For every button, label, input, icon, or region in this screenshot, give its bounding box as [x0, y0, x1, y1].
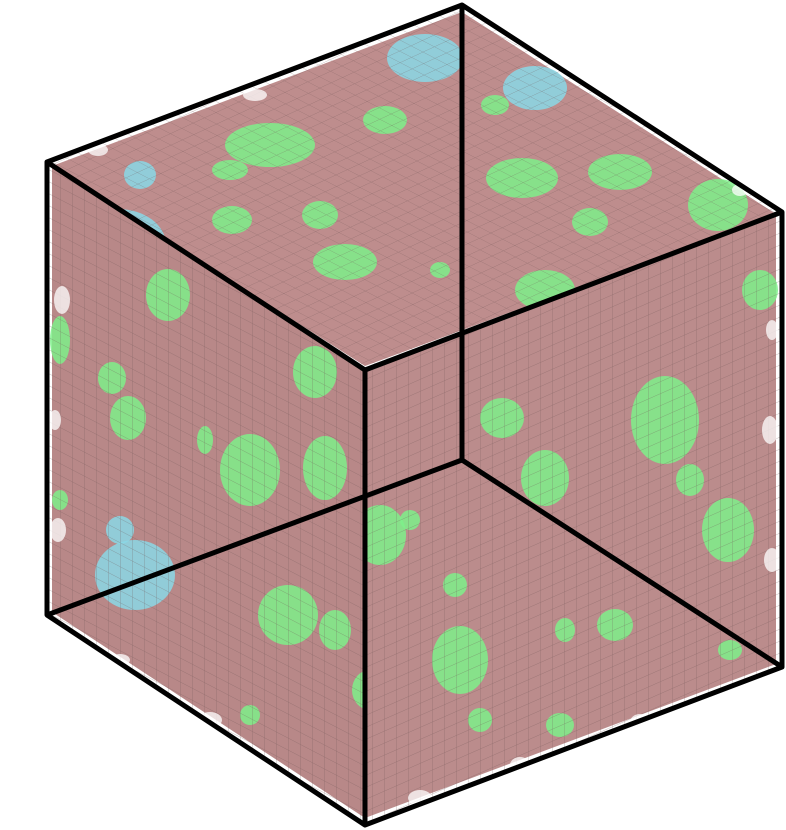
- ragged-edge-notch: [762, 416, 778, 444]
- ragged-edge-notch: [764, 548, 780, 572]
- voxel-grid: [47, 5, 782, 825]
- cube-edge-front-left: [45, 159, 367, 373]
- ragged-edge-notch: [54, 286, 70, 314]
- ragged-edge-notch: [550, 34, 570, 46]
- ragged-edge-notch: [243, 89, 267, 101]
- cube-edge-front-right: [364, 209, 783, 373]
- cube-edge-back-left: [46, 457, 463, 618]
- ragged-edge-notch: [49, 410, 61, 430]
- ragged-edge-notch: [766, 320, 778, 340]
- cube-edge-back-right: [460, 457, 784, 670]
- cube-wireframe: [44, 2, 785, 828]
- ragged-edge-notch: [50, 518, 66, 542]
